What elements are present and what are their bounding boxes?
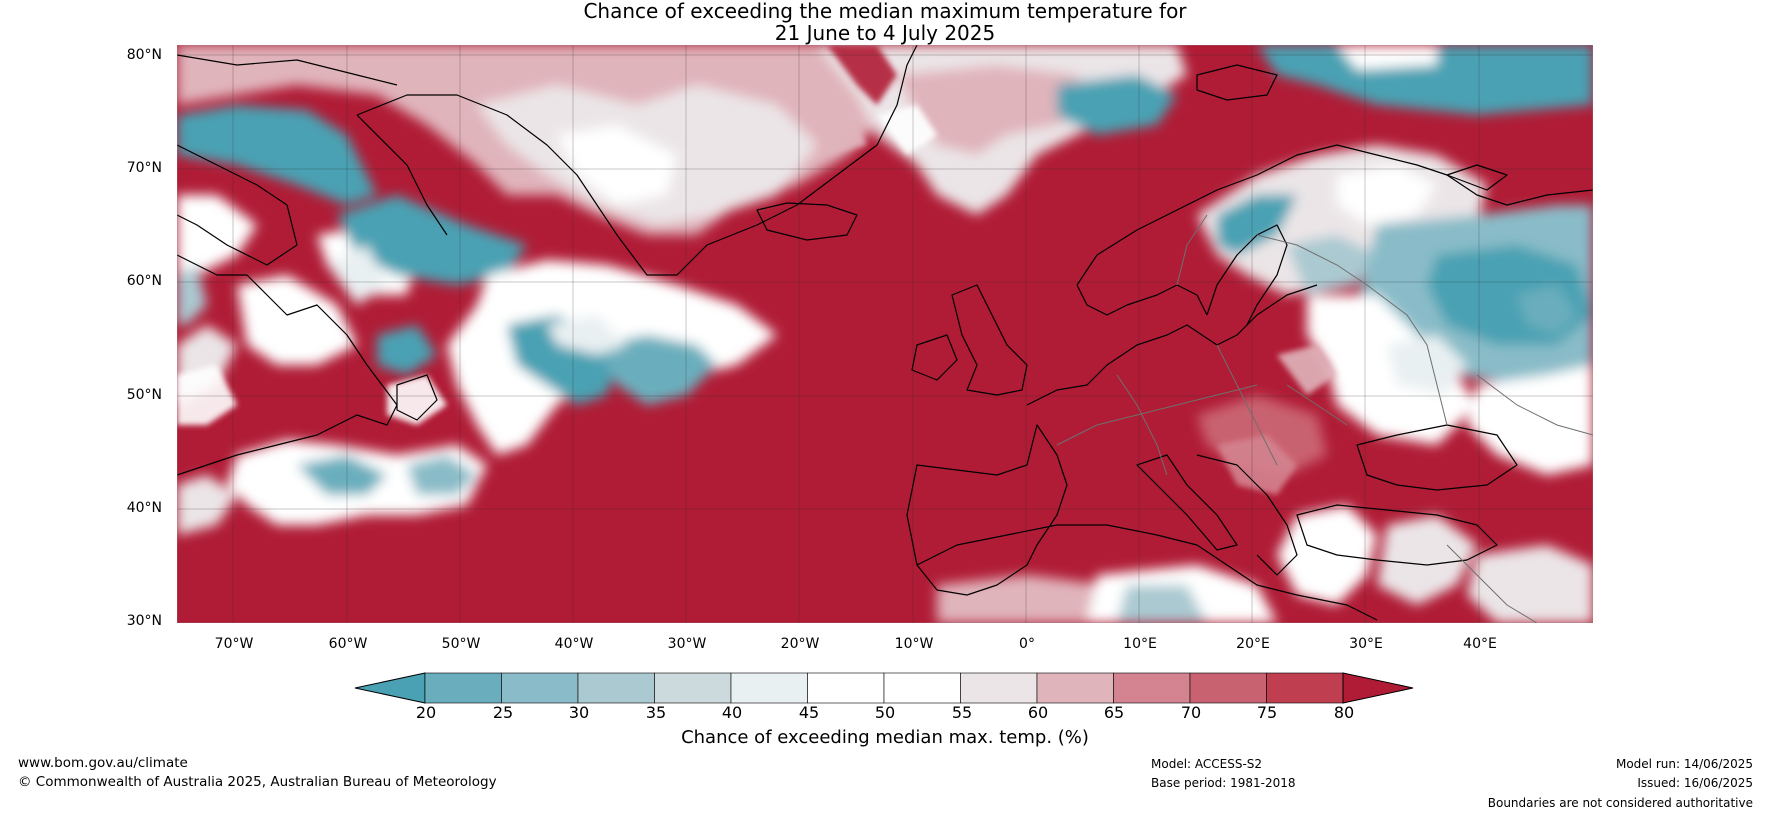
scandinavia-coast (1076, 144, 1593, 286)
iceland-coast (756, 202, 858, 241)
colorbar-segment (654, 672, 732, 704)
colorbar-segment (1036, 672, 1114, 704)
north-africa-coast (916, 524, 1378, 621)
map-title-line2: 21 June to 4 July 2025 (774, 21, 996, 45)
colorbar-segment (730, 672, 808, 704)
newfoundland-coast (396, 374, 438, 421)
footer-disclaimer: Boundaries are not considered authoritat… (1487, 796, 1753, 810)
colorbar-extension-high (1342, 672, 1414, 704)
forecast-map (177, 45, 1593, 623)
colorbar-tick-20: 20 (415, 703, 437, 722)
italy-coast (1136, 454, 1238, 551)
colorbar-segment (577, 672, 655, 704)
colorbar-extension-low (354, 672, 426, 704)
coastlines (177, 45, 1593, 621)
colorbar-tick-35: 35 (645, 703, 667, 722)
lon-label-20e: 20°E (1236, 636, 1270, 652)
colorbar-tick-65: 65 (1103, 703, 1125, 722)
lon-label-30w: 30°W (667, 636, 707, 652)
novaya-zemlya-coast (1446, 164, 1508, 191)
lon-label-10w: 10°W (894, 636, 934, 652)
ellesmere-coast (177, 54, 398, 86)
lon-label-40w: 40°W (554, 636, 594, 652)
colorbar-segment (960, 672, 1038, 704)
country-borders (1056, 214, 1593, 623)
graticule (177, 45, 1593, 623)
lat-label-80n: 80°N (126, 47, 162, 63)
colorbar (354, 672, 1414, 704)
lat-label-40n: 40°N (126, 500, 162, 516)
britain-coast (951, 284, 1028, 396)
lat-label-60n: 60°N (126, 273, 162, 289)
lat-label-50n: 50°N (126, 387, 162, 403)
colorbar-segment (424, 672, 502, 704)
colorbar-tick-75: 75 (1256, 703, 1278, 722)
ireland-coast (911, 334, 958, 381)
norway-south-coast (1076, 284, 1208, 316)
iberia-coast (906, 424, 1068, 596)
lon-label-0: 0° (1019, 636, 1035, 652)
balkans-coast (1196, 454, 1298, 576)
colorbar-tick-50: 50 (874, 703, 896, 722)
map-title-line1: Chance of exceeding the median maximum t… (583, 0, 1187, 23)
footer-website: www.bom.gov.au/climate (18, 755, 188, 771)
baltic-coast (1206, 224, 1288, 326)
lat-label-30n: 30°N (126, 613, 162, 629)
colorbar-segment (1266, 672, 1344, 704)
lon-label-70w: 70°W (214, 636, 254, 652)
colorbar-segment (807, 672, 885, 704)
lon-label-40e: 40°E (1463, 636, 1497, 652)
lat-label-70n: 70°N (126, 160, 162, 176)
colorbar-tick-70: 70 (1180, 703, 1202, 722)
turkey-coast (1296, 504, 1498, 566)
greenland-coast (356, 45, 918, 276)
lon-label-20w: 20°W (780, 636, 820, 652)
probability-field (177, 45, 1593, 623)
lon-label-30e: 30°E (1349, 636, 1383, 652)
colorbar-segments (354, 672, 1414, 704)
footer-model: Model: ACCESS-S2 (1151, 757, 1263, 771)
colorbar-tick-55: 55 (951, 703, 973, 722)
colorbar-tick-45: 45 (798, 703, 820, 722)
lon-label-10e: 10°E (1123, 636, 1157, 652)
lon-label-60w: 60°W (328, 636, 368, 652)
lon-label-50w: 50°W (441, 636, 481, 652)
colorbar-tick-25: 25 (492, 703, 514, 722)
colorbar-label: Chance of exceeding median max. temp. (%… (681, 727, 1089, 748)
colorbar-segment (1113, 672, 1191, 704)
footer-issued: Issued: 16/06/2025 (1637, 776, 1753, 790)
black-sea-coast (1356, 424, 1518, 491)
svalbard-coast (1196, 64, 1278, 101)
colorbar-tick-60: 60 (1027, 703, 1049, 722)
colorbar-segment (883, 672, 961, 704)
footer-model-run: Model run: 14/06/2025 (1615, 757, 1753, 771)
colorbar-tick-40: 40 (721, 703, 743, 722)
colorbar-tick-80: 80 (1333, 703, 1355, 722)
colorbar-segment (1189, 672, 1267, 704)
colorbar-tick-30: 30 (568, 703, 590, 722)
labrador-coast (177, 254, 398, 476)
europe-west-coast (1026, 284, 1318, 406)
footer-base-period: Base period: 1981-2018 (1151, 776, 1296, 790)
footer-copyright: © Commonwealth of Australia 2025, Austra… (18, 774, 497, 790)
baffin-coast (177, 144, 298, 266)
greenland-west (356, 114, 448, 236)
colorbar-segment (501, 672, 579, 704)
